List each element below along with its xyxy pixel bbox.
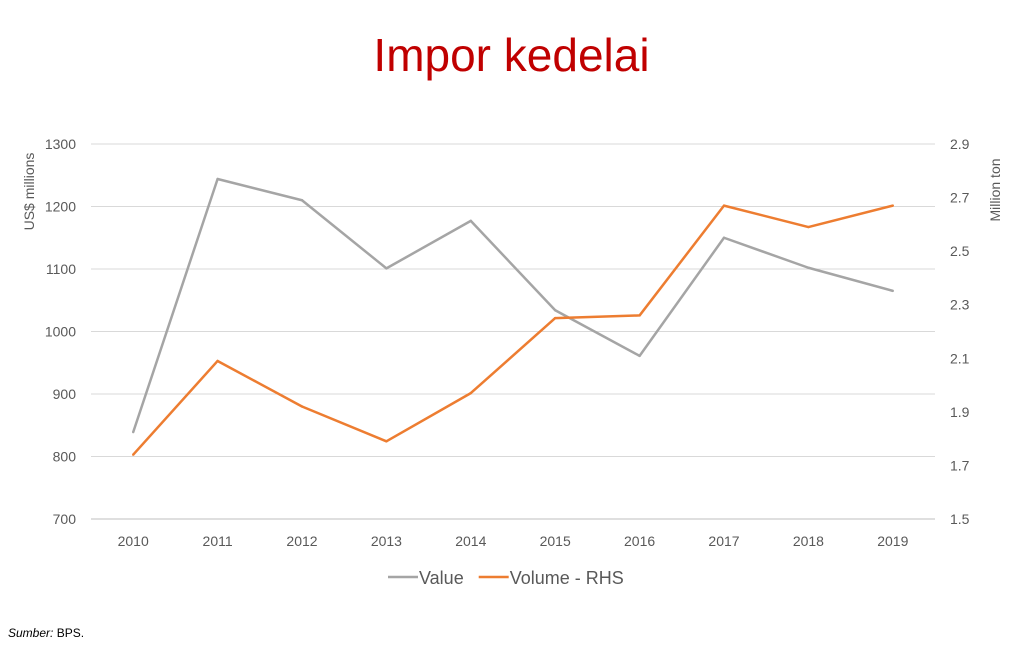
y-left-tick-label: 1200: [45, 199, 76, 215]
data-point: [891, 204, 894, 207]
series-line-value: [132, 177, 894, 433]
x-tick-label: 2012: [286, 533, 317, 549]
x-tick-label: 2013: [371, 533, 402, 549]
data-point: [300, 405, 304, 408]
data-point: [385, 440, 388, 443]
x-tick-label: 2017: [708, 533, 739, 549]
data-point: [722, 236, 726, 239]
footnote-text: BPS.: [53, 626, 85, 640]
data-point: [554, 309, 557, 312]
y-right-tick-label: 1.7: [950, 457, 970, 473]
y-left-tick-label: 800: [53, 449, 77, 465]
x-tick-label: 2018: [793, 533, 824, 549]
x-tick-label: 2014: [455, 533, 486, 549]
footnote: Sumber: BPS.: [8, 626, 84, 640]
data-point: [722, 204, 726, 207]
y-right-axis-label: Million ton: [987, 158, 1003, 221]
data-point: [469, 391, 472, 395]
y-right-tick-label: 1.9: [950, 404, 970, 420]
x-tick-label: 2019: [877, 533, 908, 549]
data-point: [891, 289, 894, 293]
data-point: [300, 199, 304, 202]
data-point: [469, 219, 472, 223]
data-point: [132, 453, 135, 456]
x-tick-label: 2015: [540, 533, 571, 549]
data-point: [216, 359, 219, 363]
data-point: [132, 430, 135, 434]
x-tick-label: 2016: [624, 533, 655, 549]
data-point: [385, 267, 388, 270]
y-left-tick-label: 700: [53, 511, 77, 527]
y-right-tick-label: 2.3: [950, 297, 970, 313]
y-left-tick-label: 1300: [45, 136, 76, 152]
y-left-axis-label: US$ millions: [21, 153, 37, 231]
data-point: [638, 354, 641, 358]
y-right-tick-label: 2.9: [950, 136, 970, 152]
data-point: [216, 177, 219, 181]
y-left-tick-label: 900: [53, 386, 77, 402]
chart-title: Impor kedelai: [373, 29, 650, 81]
series-line-volume-rhs: [132, 204, 894, 456]
y-right-tick-label: 2.1: [950, 350, 970, 366]
y-left-tick-label: 1000: [45, 324, 76, 340]
legend-label: Volume - RHS: [510, 568, 624, 588]
y-right-tick-label: 2.5: [950, 243, 970, 259]
data-point: [554, 316, 557, 320]
x-tick-label: 2010: [118, 533, 149, 549]
x-tick-label: 2011: [203, 533, 233, 549]
y-left-tick-label: 1100: [46, 261, 76, 277]
y-right-tick-label: 2.7: [950, 190, 970, 206]
legend-label: Value: [419, 568, 464, 588]
footnote-label: Sumber:: [8, 626, 54, 640]
y-right-tick-label: 1.5: [950, 511, 970, 527]
data-point: [807, 225, 810, 229]
data-point: [638, 314, 641, 317]
data-point: [807, 266, 810, 269]
